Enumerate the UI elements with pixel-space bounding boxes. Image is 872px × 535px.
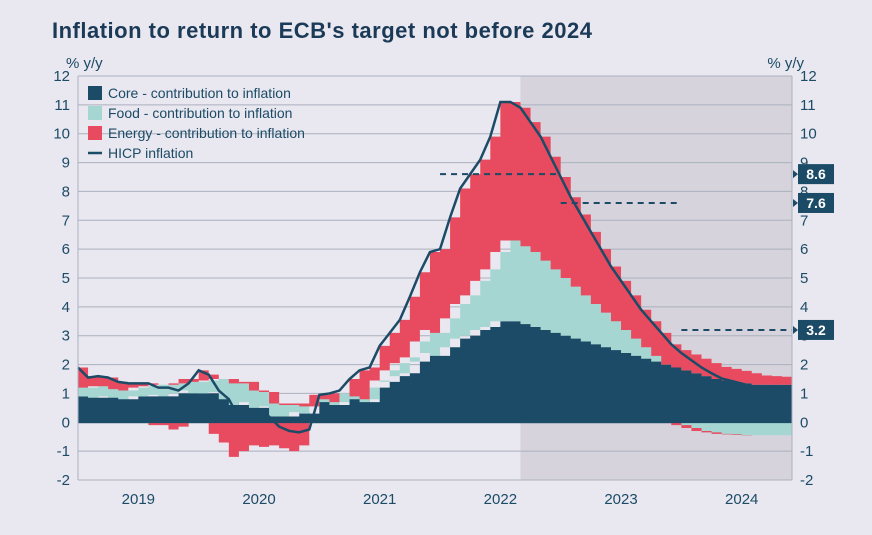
legend-label: HICP inflation <box>108 145 193 161</box>
xtick-label: 2021 <box>363 491 396 508</box>
avg-callout-notch <box>793 199 798 207</box>
ytick-label-right: -2 <box>800 472 813 489</box>
ytick-label-left: 7 <box>62 212 70 229</box>
avg-callout-notch <box>793 326 798 334</box>
legend-label: Food - contribution to inflation <box>108 105 292 121</box>
avg-callout-notch <box>793 170 798 178</box>
y-axis-label-left: % y/y <box>66 55 103 72</box>
legend-item: Core - contribution to inflation <box>88 85 291 101</box>
ytick-label-right: 11 <box>800 97 816 114</box>
ytick-label-right: 6 <box>800 241 808 258</box>
avg-callout-label: 8.6 <box>806 166 826 182</box>
ytick-label-left: 8 <box>62 183 70 200</box>
ytick-label-left: -2 <box>57 472 70 489</box>
xtick-label: 2022 <box>484 491 517 508</box>
ytick-label-left: 4 <box>62 299 70 316</box>
ytick-label-right: 2 <box>800 357 808 374</box>
avg-callout-label: 7.6 <box>806 195 826 211</box>
xtick-label: 2023 <box>604 491 637 508</box>
inflation-chart: -2-2-1-100112233445566778899101011111212… <box>0 50 872 530</box>
ytick-label-right: 4 <box>800 299 808 316</box>
legend-label: Core - contribution to inflation <box>108 85 291 101</box>
legend-swatch <box>88 86 102 100</box>
legend-item: Energy - contribution to inflation <box>88 125 305 141</box>
avg-callout-label: 3.2 <box>806 322 826 338</box>
ytick-label-left: 2 <box>62 357 70 374</box>
ytick-label-right: 7 <box>800 212 808 229</box>
ytick-label-left: 10 <box>53 126 70 143</box>
legend: Core - contribution to inflation Food - c… <box>88 85 305 161</box>
xtick-label: 2019 <box>122 491 155 508</box>
ytick-label-right: -1 <box>800 443 813 460</box>
ytick-label-right: 5 <box>800 270 808 287</box>
legend-label: Energy - contribution to inflation <box>108 125 305 141</box>
ytick-label-left: 5 <box>62 270 70 287</box>
ytick-label-left: 3 <box>62 328 70 345</box>
ytick-label-right: 10 <box>800 126 817 143</box>
y-axis-label-right: % y/y <box>767 55 804 72</box>
legend-item: HICP inflation <box>88 145 193 161</box>
ytick-label-left: 11 <box>54 97 70 114</box>
ytick-label-left: 1 <box>62 385 70 402</box>
legend-swatch <box>88 126 102 140</box>
xtick-label: 2020 <box>242 491 275 508</box>
ytick-label-left: 9 <box>62 155 70 172</box>
ytick-label-left: -1 <box>57 443 70 460</box>
ytick-label-right: 0 <box>800 414 808 431</box>
xtick-label: 2024 <box>725 491 758 508</box>
legend-swatch <box>88 106 102 120</box>
ytick-label-right: 1 <box>800 385 808 402</box>
chart-title: Inflation to return to ECB's target not … <box>0 0 872 50</box>
ytick-label-left: 0 <box>62 414 70 431</box>
ytick-label-left: 6 <box>62 241 70 258</box>
legend-item: Food - contribution to inflation <box>88 105 292 121</box>
